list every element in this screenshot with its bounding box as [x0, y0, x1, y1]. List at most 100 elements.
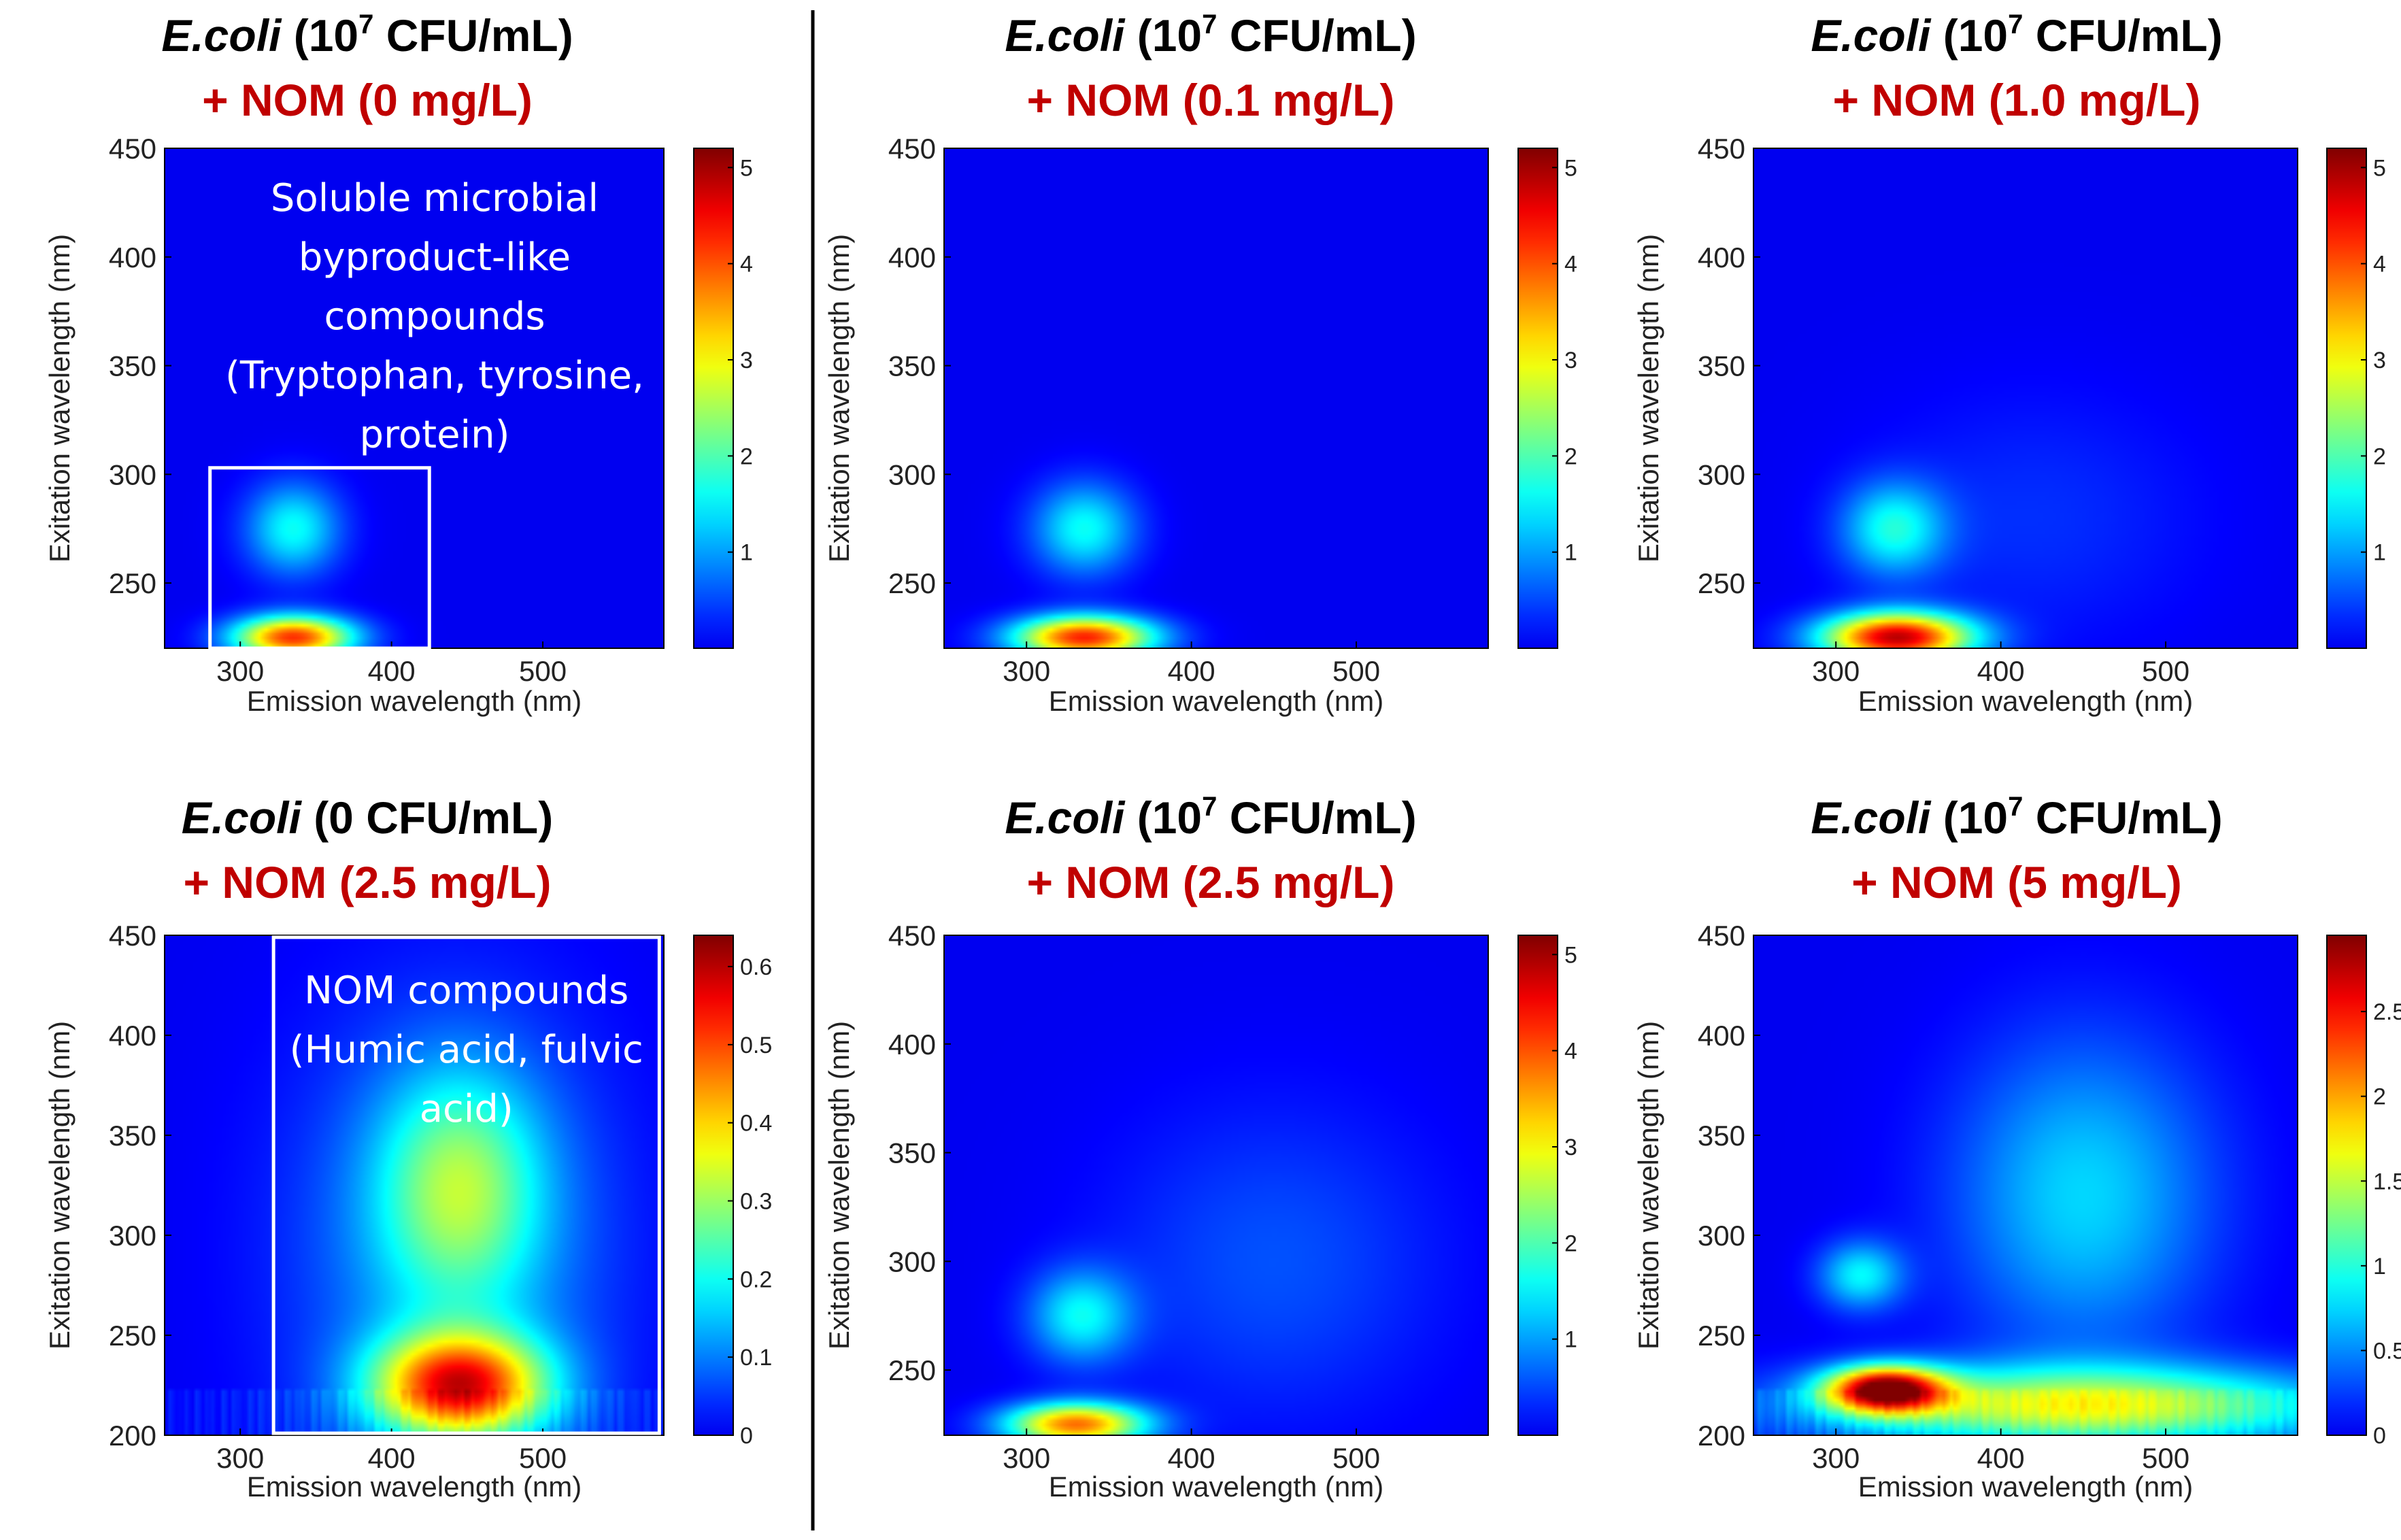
- y-tick-label: 200: [109, 1420, 156, 1452]
- panel-title: E.coli (107 CFU/mL): [1005, 10, 1416, 61]
- colorbar-tick-label: 4: [1564, 1039, 1577, 1065]
- colorbar-tick-label: 2.5: [2373, 999, 2401, 1025]
- x-tick-label: 400: [1977, 1442, 2025, 1474]
- annotation-text-line: NOM compounds: [304, 969, 628, 1013]
- title-exponent: 7: [2008, 10, 2023, 39]
- colorbar-tick-label: 3: [1564, 348, 1577, 373]
- plot-frame: [1753, 935, 2298, 1436]
- x-tick-label: 300: [216, 655, 264, 687]
- y-axis-label: Exitation wavelength (nm): [44, 1021, 75, 1350]
- title-exponent: 7: [1202, 792, 1217, 822]
- x-tick-label: 400: [1168, 655, 1215, 687]
- title-unit: CFU/mL): [1217, 10, 1416, 61]
- colorbar-tick-label: 0.1: [740, 1345, 772, 1371]
- panel-subtitle: + NOM (2.5 mg/L): [1027, 857, 1395, 907]
- colorbar-tick-label: 1: [740, 540, 753, 566]
- y-tick-label: 400: [1698, 241, 1745, 273]
- colorbar-tick-label: 3: [2373, 348, 2386, 373]
- colorbar-tick-label: 1: [2373, 540, 2386, 566]
- colorbar-tick-label: 0.6: [740, 954, 772, 980]
- title-organism: E.coli: [1811, 10, 1932, 61]
- annotation-text-line: Soluble microbial: [271, 176, 599, 220]
- x-tick-label: 300: [216, 1442, 264, 1474]
- y-tick-label: 250: [1698, 567, 1745, 599]
- y-tick-label: 200: [1698, 1420, 1745, 1452]
- x-axis-label: Emission wavelength (nm): [1049, 685, 1384, 717]
- x-tick-label: 300: [1003, 655, 1050, 687]
- heatmap-panel-p6: E.coli (107 CFU/mL) + NOM (5 mg/L) 300 400 5…: [1632, 792, 2401, 1503]
- title-concentration: (0: [301, 792, 354, 843]
- plot-frame: [943, 148, 1489, 649]
- y-tick-label: 250: [888, 567, 936, 599]
- annotation-text-line: acid): [420, 1087, 514, 1131]
- heatmap-image: [1753, 935, 2298, 1435]
- colorbar: [2326, 935, 2367, 1436]
- heatmap-panel-p3: E.coli (107 CFU/mL) + NOM (1.0 mg/L) 300 40…: [1632, 10, 2386, 717]
- y-tick-label: 400: [888, 241, 936, 273]
- colorbar: [693, 148, 734, 649]
- panel-subtitle: + NOM (2.5 mg/L): [184, 857, 552, 907]
- colorbar-tick-label: 5: [740, 155, 753, 181]
- x-tick-label: 500: [519, 1442, 567, 1474]
- panel-title: E.coli (107 CFU/mL): [1811, 792, 2222, 843]
- colorbar-tick-label: 1.5: [2373, 1169, 2401, 1194]
- y-tick-label: 350: [1698, 1120, 1745, 1152]
- title-concentration: (10: [1930, 792, 2008, 843]
- y-axis-label: Exitation wavelength (nm): [1632, 1021, 1664, 1350]
- colorbar-tick-label: 3: [1564, 1135, 1577, 1160]
- panel-subtitle: + NOM (5 mg/L): [1851, 857, 2182, 907]
- x-tick-label: 500: [1332, 1442, 1380, 1474]
- colorbar-tick-label: 0: [2373, 1423, 2386, 1449]
- x-tick-label: 500: [519, 655, 567, 687]
- colorbar-tick-label: 0.2: [740, 1267, 772, 1292]
- colorbar-tick-label: 2: [2373, 1084, 2386, 1110]
- x-axis-label: Emission wavelength (nm): [1049, 1471, 1384, 1503]
- y-tick-label: 300: [1698, 458, 1745, 490]
- title-unit: CFU/mL): [2023, 10, 2222, 61]
- title-exponent: 7: [358, 10, 373, 39]
- colorbar: [1517, 935, 1558, 1436]
- title-concentration: (10: [281, 10, 358, 61]
- colorbar-tick-label: 2: [740, 443, 753, 469]
- colorbar-tick-label: 5: [2373, 155, 2386, 181]
- y-tick-label: 300: [888, 1245, 936, 1277]
- x-axis-label: Emission wavelength (nm): [1858, 685, 2194, 717]
- y-tick-label: 400: [888, 1028, 936, 1060]
- y-tick-label: 300: [109, 1220, 156, 1252]
- x-tick-label: 400: [1977, 655, 2025, 687]
- y-axis-label: Exitation wavelength (nm): [823, 1021, 855, 1350]
- title-exponent: 7: [1202, 10, 1217, 39]
- y-tick-label: 400: [1698, 1020, 1745, 1052]
- y-tick-label: 250: [888, 1354, 936, 1386]
- title-concentration: (10: [1124, 792, 1202, 843]
- colorbar-tick-label: 2: [1564, 1231, 1577, 1256]
- heatmap-panel-p1: E.coli (107 CFU/mL) + NOM (0 mg/L) 300 400 5…: [44, 10, 753, 717]
- x-tick-label: 400: [1168, 1442, 1215, 1474]
- colorbar-tick-label: 1: [2373, 1254, 2386, 1279]
- title-concentration: (10: [1930, 10, 2008, 61]
- plot-frame: [164, 935, 665, 1436]
- title-unit: CFU/mL): [2023, 792, 2222, 843]
- y-tick-label: 450: [888, 920, 936, 952]
- y-tick-label: 450: [109, 920, 156, 952]
- colorbar-tick-label: 5: [1564, 942, 1577, 968]
- y-tick-label: 450: [1698, 133, 1745, 165]
- x-tick-label: 400: [368, 1442, 416, 1474]
- colorbar: [693, 935, 734, 1436]
- colorbar-tick-label: 3: [740, 348, 753, 373]
- y-tick-label: 400: [109, 241, 156, 273]
- y-tick-label: 250: [109, 1320, 156, 1352]
- colorbar-tick-label: 2: [1564, 443, 1577, 469]
- colorbar-tick-label: 0: [740, 1423, 753, 1449]
- y-axis-label: Exitation wavelength (nm): [823, 234, 855, 563]
- annotation-text-line: compounds: [324, 295, 545, 339]
- y-axis-label: Exitation wavelength (nm): [1632, 234, 1664, 563]
- colorbar-tick-label: 0.3: [740, 1188, 772, 1214]
- heatmap-image: [165, 148, 664, 648]
- colorbar: [2326, 148, 2367, 649]
- annotation-box: [271, 935, 661, 1435]
- panel-title: E.coli (0 CFU/mL): [182, 792, 553, 843]
- x-axis-label: Emission wavelength (nm): [247, 685, 582, 717]
- title-unit: CFU/mL): [373, 10, 573, 61]
